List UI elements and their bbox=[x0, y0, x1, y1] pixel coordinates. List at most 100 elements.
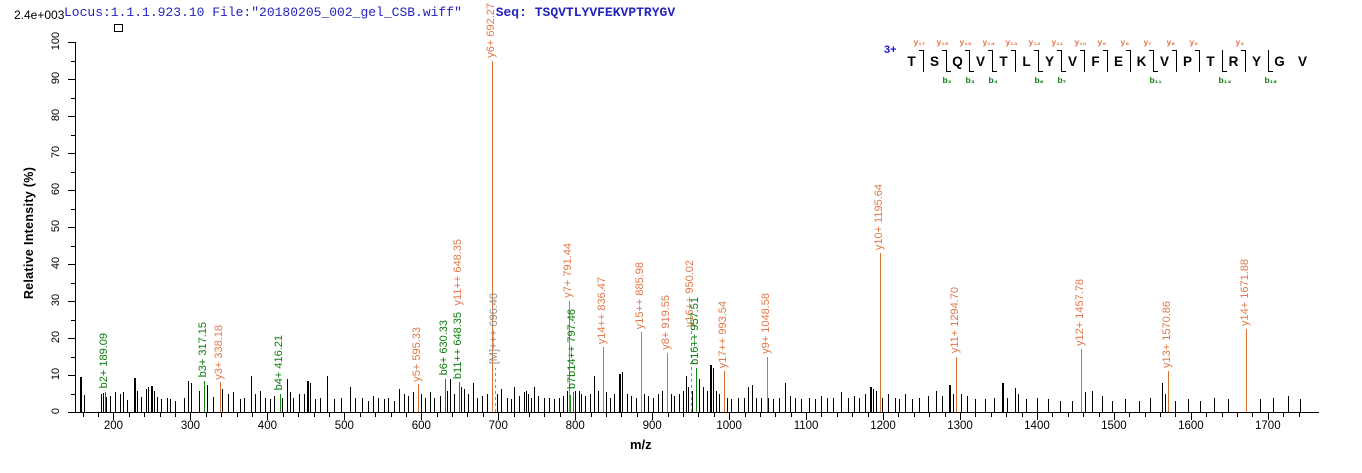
x-axis-major-tick bbox=[883, 413, 885, 420]
x-tick-label-1700: 1700 bbox=[1255, 420, 1281, 432]
y-ion-label: y₈ bbox=[1120, 37, 1130, 47]
x-axis-major-tick bbox=[729, 413, 731, 420]
peak-label-m69640: [M]+++ 696.40 bbox=[488, 293, 501, 365]
noise-peak bbox=[876, 390, 878, 412]
noise-peak bbox=[289, 392, 291, 412]
x-axis-minor-tick bbox=[852, 413, 854, 417]
noise-peak bbox=[378, 397, 380, 412]
noise-peak bbox=[127, 400, 129, 412]
x-axis-minor-tick bbox=[1021, 413, 1023, 417]
peak-b441621 bbox=[279, 393, 281, 412]
y-axis-minor-tick bbox=[71, 319, 75, 321]
noise-peak bbox=[251, 375, 253, 412]
noise-peak bbox=[303, 394, 305, 412]
noise-peak bbox=[594, 375, 596, 412]
y-axis-major-tick bbox=[68, 412, 75, 413]
x-tick-label-900: 900 bbox=[642, 420, 662, 432]
x-axis-minor-tick bbox=[144, 413, 146, 417]
noise-peak bbox=[549, 397, 551, 412]
x-axis-minor-tick bbox=[328, 413, 330, 417]
x-axis-minor-tick bbox=[667, 413, 669, 417]
noise-peak bbox=[801, 399, 803, 412]
noise-peak bbox=[543, 397, 545, 412]
noise-peak bbox=[904, 394, 906, 412]
noise-peak bbox=[244, 397, 246, 412]
noise-peak bbox=[439, 395, 441, 412]
y-axis-minor-tick bbox=[71, 393, 75, 395]
y-axis-minor-tick bbox=[71, 60, 75, 62]
x-axis-minor-tick bbox=[1067, 413, 1069, 417]
x-axis-minor-tick bbox=[898, 413, 900, 417]
y-ion-label: y₇ bbox=[1143, 37, 1152, 47]
noise-peak bbox=[743, 397, 745, 412]
x-axis-minor-tick bbox=[1221, 413, 1223, 417]
cut-line bbox=[1037, 50, 1039, 72]
noise-peak bbox=[161, 399, 163, 412]
y-axis-minor-tick bbox=[71, 282, 75, 284]
peak-y559533 bbox=[417, 384, 419, 412]
noise-peak bbox=[706, 390, 708, 412]
noise-peak bbox=[636, 397, 637, 412]
y-tick-label-100: 100 bbox=[50, 31, 62, 51]
b-ion-label: b₆ bbox=[1034, 75, 1044, 85]
noise-peak bbox=[228, 394, 230, 412]
x-tick-label-1500: 1500 bbox=[1101, 420, 1127, 432]
noise-peak bbox=[514, 386, 516, 412]
noise-peak bbox=[169, 399, 171, 412]
x-axis-minor-tick bbox=[544, 413, 546, 417]
cut-mark-11: y₇ b₁₁ bbox=[1144, 37, 1162, 85]
noise-peak bbox=[894, 397, 896, 412]
b-cut-arm bbox=[968, 71, 974, 72]
y-tick-label-0: 0 bbox=[50, 407, 62, 415]
noise-peak bbox=[188, 381, 190, 412]
y-ion-label: y₁₆ bbox=[936, 37, 949, 47]
y-axis bbox=[75, 42, 76, 413]
peak-y333818 bbox=[219, 382, 221, 412]
noise-peak bbox=[826, 397, 828, 412]
peak-y11129470 bbox=[955, 356, 957, 412]
y-axis-major-tick bbox=[68, 79, 75, 80]
cut-line bbox=[968, 50, 970, 72]
noise-peak bbox=[511, 399, 513, 412]
peak-b7b1479746-twin bbox=[570, 395, 572, 412]
noise-peak bbox=[585, 395, 587, 412]
noise-peak bbox=[993, 397, 995, 412]
b-cut-arm bbox=[1267, 71, 1273, 72]
x-axis-minor-tick bbox=[252, 413, 253, 417]
y-axis-major-tick bbox=[68, 42, 75, 43]
noise-peak bbox=[497, 394, 499, 412]
cut-mark-7: y₁₁ b₇ bbox=[1052, 37, 1067, 85]
noise-peak bbox=[105, 397, 107, 412]
noise-peak bbox=[1300, 399, 1302, 412]
x-axis-minor-tick bbox=[1083, 413, 1085, 417]
cut-mark-9: y₉ bbox=[1098, 37, 1112, 72]
noise-peak bbox=[1138, 400, 1140, 412]
x-axis-minor-tick bbox=[1298, 413, 1300, 417]
seq-label: Seq: bbox=[495, 5, 527, 20]
y-tick-label-60: 60 bbox=[50, 182, 62, 196]
noise-peak bbox=[463, 388, 465, 412]
b-ion-label: b₁₄ bbox=[1218, 75, 1232, 85]
noise-peak bbox=[809, 397, 811, 412]
noise-peak bbox=[579, 390, 581, 412]
noise-peak bbox=[626, 394, 628, 412]
x-tick-label-1600: 1600 bbox=[1178, 420, 1204, 432]
noise-peak bbox=[420, 394, 422, 412]
cut-mark-1: y₁₇ bbox=[914, 37, 928, 72]
y-axis-minor-tick bbox=[71, 97, 75, 99]
noise-peak bbox=[911, 399, 913, 412]
x-axis-minor-tick bbox=[1175, 413, 1177, 417]
noise-peak bbox=[1287, 395, 1289, 412]
x-axis-major-tick bbox=[1036, 413, 1038, 420]
noise-peak bbox=[212, 397, 214, 412]
x-axis-minor-tick bbox=[1129, 413, 1131, 417]
peak-label-b331715: b3+ 317.15 bbox=[196, 322, 209, 378]
x-axis-minor-tick bbox=[1098, 413, 1100, 417]
residue-S-2: S bbox=[930, 53, 940, 69]
noise-peak bbox=[597, 390, 599, 412]
x-axis-major-tick bbox=[190, 413, 192, 420]
noise-peak bbox=[476, 397, 478, 412]
noise-peak bbox=[859, 397, 861, 412]
